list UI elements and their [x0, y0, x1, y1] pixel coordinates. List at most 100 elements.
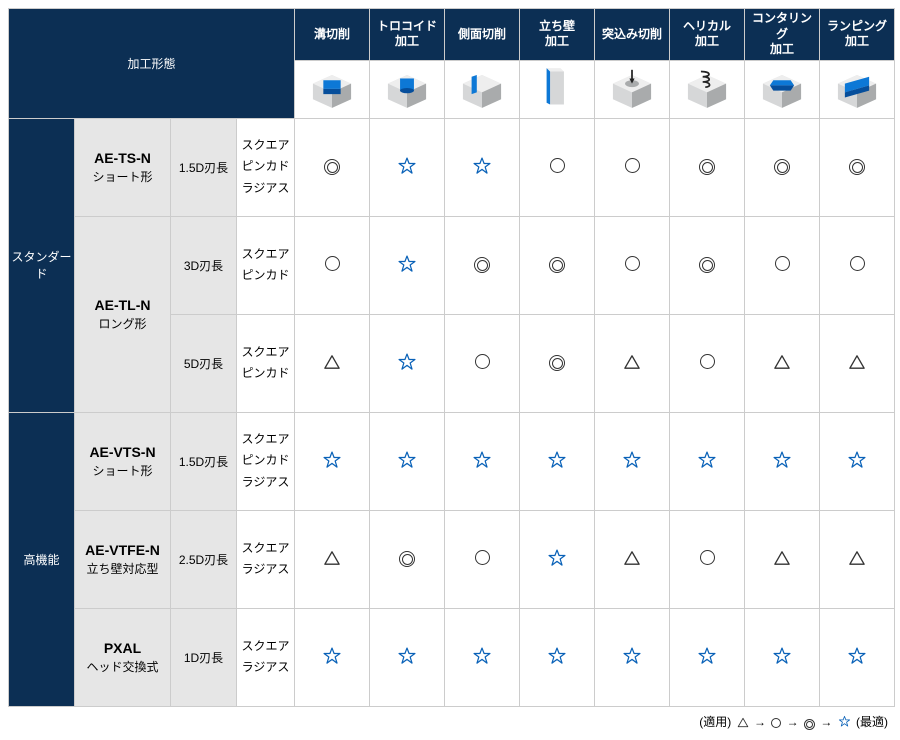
column-icon-cell — [670, 60, 745, 118]
header-corner: 加工形態 — [9, 9, 295, 119]
length-label: 1.5D刃長 — [179, 161, 228, 175]
rating-star-icon — [772, 646, 792, 669]
rating-cell — [595, 314, 670, 412]
rating-cell — [295, 314, 370, 412]
rating-cell — [820, 510, 895, 608]
column-header-label: 側面切削 — [458, 27, 506, 41]
rating-cell — [670, 412, 745, 510]
rating-triangle-icon — [848, 550, 866, 569]
rating-circle-icon — [475, 354, 490, 369]
column-header-label: ランピング加工 — [827, 19, 887, 49]
rating-star-icon — [397, 646, 417, 669]
type-label: スクエア — [242, 432, 290, 446]
product-subtitle: ヘッド交換式 — [86, 660, 158, 674]
rating-double-circle-icon — [549, 355, 565, 371]
rating-cell — [670, 118, 745, 216]
rating-cell — [370, 314, 445, 412]
legend-prefix: (適用) — [699, 715, 731, 729]
rating-cell — [595, 608, 670, 706]
rating-cell — [445, 216, 520, 314]
rating-triangle-icon — [773, 550, 791, 569]
rating-circle-icon — [850, 256, 865, 271]
rating-star-icon — [472, 450, 492, 473]
types-cell: スクエアラジアス — [237, 510, 295, 608]
rating-cell — [670, 314, 745, 412]
product-code: PXAL — [104, 640, 141, 656]
legend-star-icon — [838, 715, 851, 731]
rating-double-circle-icon — [549, 257, 565, 273]
rating-cell — [370, 118, 445, 216]
rating-star-icon — [397, 156, 417, 179]
rating-cell — [370, 216, 445, 314]
rating-star-icon — [322, 450, 342, 473]
rating-cell — [670, 510, 745, 608]
rating-cell — [745, 216, 820, 314]
length-label: 3D刃長 — [184, 259, 223, 273]
rating-circle-icon — [625, 256, 640, 271]
column-header: ヘリカル加工 — [670, 9, 745, 61]
legend-arrow: → — [820, 715, 835, 729]
column-header-label: 立ち壁加工 — [539, 19, 575, 49]
rating-cell — [520, 412, 595, 510]
rating-star-icon — [697, 646, 717, 669]
rating-cell — [445, 314, 520, 412]
column-header: 立ち壁加工 — [520, 9, 595, 61]
product-cell: PXAL ヘッド交換式 — [75, 608, 171, 706]
rating-star-icon — [772, 450, 792, 473]
legend-suffix: (最適) — [856, 715, 888, 729]
rating-cell — [445, 608, 520, 706]
column-header-label: 溝切削 — [314, 27, 350, 41]
rating-cell — [520, 314, 595, 412]
machining-icon — [381, 99, 433, 113]
type-label: ラジアス — [242, 562, 290, 576]
rating-star-icon — [547, 450, 567, 473]
rating-circle-icon — [475, 550, 490, 565]
rating-cell — [295, 412, 370, 510]
type-label: ピンカド — [242, 366, 290, 380]
legend-arrow: → — [787, 715, 802, 729]
column-header: ランピング加工 — [820, 9, 895, 61]
rating-cell — [370, 510, 445, 608]
rating-circle-icon — [550, 158, 565, 173]
rating-cell — [295, 608, 370, 706]
rating-circle-icon — [775, 256, 790, 271]
column-header: 側面切削 — [445, 9, 520, 61]
product-subtitle: ショート形 — [92, 170, 152, 184]
rating-cell — [370, 412, 445, 510]
machining-icon — [756, 99, 808, 113]
product-cell: AE-VTS-Nショート形 — [75, 412, 171, 510]
rating-circle-icon — [700, 354, 715, 369]
column-icon-cell — [745, 60, 820, 118]
length-label: 2.5D刃長 — [179, 553, 228, 567]
rating-cell — [370, 608, 445, 706]
rating-triangle-icon — [323, 354, 341, 373]
column-header: 溝切削 — [295, 9, 370, 61]
rating-triangle-icon — [848, 354, 866, 373]
rating-star-icon — [397, 352, 417, 375]
machining-icon — [456, 99, 508, 113]
rating-star-icon — [472, 646, 492, 669]
rating-star-icon — [472, 156, 492, 179]
types-cell: スクエアピンカドラジアス — [237, 412, 295, 510]
length-label: 1D刃長 — [184, 651, 223, 665]
rating-cell — [520, 216, 595, 314]
rating-cell — [520, 510, 595, 608]
table-row: 高機能AE-VTS-Nショート形1.5D刃長スクエアピンカドラジアス — [9, 412, 895, 510]
column-header-label: トロコイド加工 — [377, 19, 437, 49]
column-icon-cell — [445, 60, 520, 118]
rating-double-circle-icon — [399, 551, 415, 567]
rating-cell — [520, 118, 595, 216]
rating-cell — [670, 608, 745, 706]
rating-cell — [445, 510, 520, 608]
rating-cell — [520, 608, 595, 706]
rating-star-icon — [547, 646, 567, 669]
length-cell: 2.5D刃長 — [171, 510, 237, 608]
length-cell: 1.5D刃長 — [171, 412, 237, 510]
rating-triangle-icon — [323, 550, 341, 569]
rating-cell — [445, 118, 520, 216]
product-subtitle: ロング形 — [98, 317, 146, 331]
rating-cell — [595, 118, 670, 216]
rating-cell — [745, 608, 820, 706]
type-label: スクエア — [242, 541, 290, 555]
rating-triangle-icon — [623, 354, 641, 373]
